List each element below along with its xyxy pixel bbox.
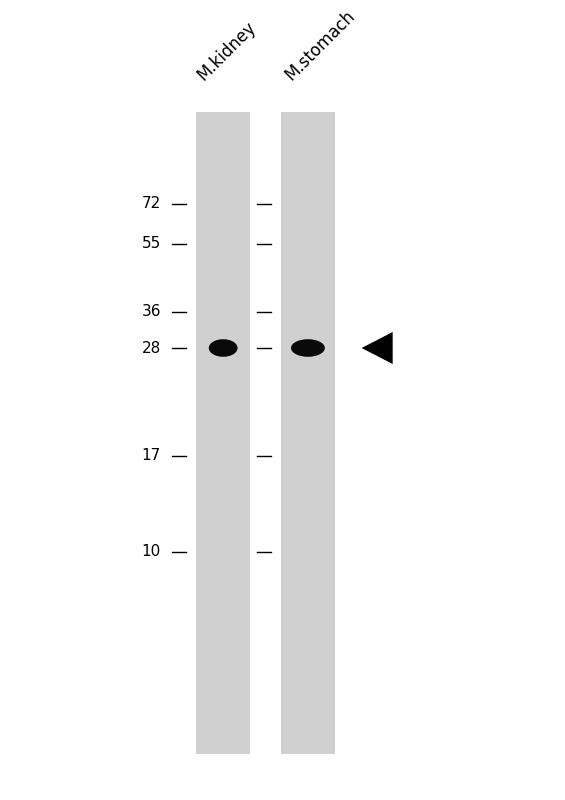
Text: 17: 17 <box>142 449 161 463</box>
Polygon shape <box>362 332 393 364</box>
Text: 36: 36 <box>141 305 161 319</box>
Text: 55: 55 <box>142 237 161 251</box>
Bar <box>281 112 334 754</box>
Bar <box>197 112 250 754</box>
Text: 28: 28 <box>142 341 161 355</box>
Text: M.kidney: M.kidney <box>193 18 259 84</box>
Text: M.stomach: M.stomach <box>281 7 358 84</box>
Ellipse shape <box>291 339 325 357</box>
Ellipse shape <box>209 339 237 357</box>
Text: 10: 10 <box>142 545 161 559</box>
Text: 72: 72 <box>142 197 161 211</box>
